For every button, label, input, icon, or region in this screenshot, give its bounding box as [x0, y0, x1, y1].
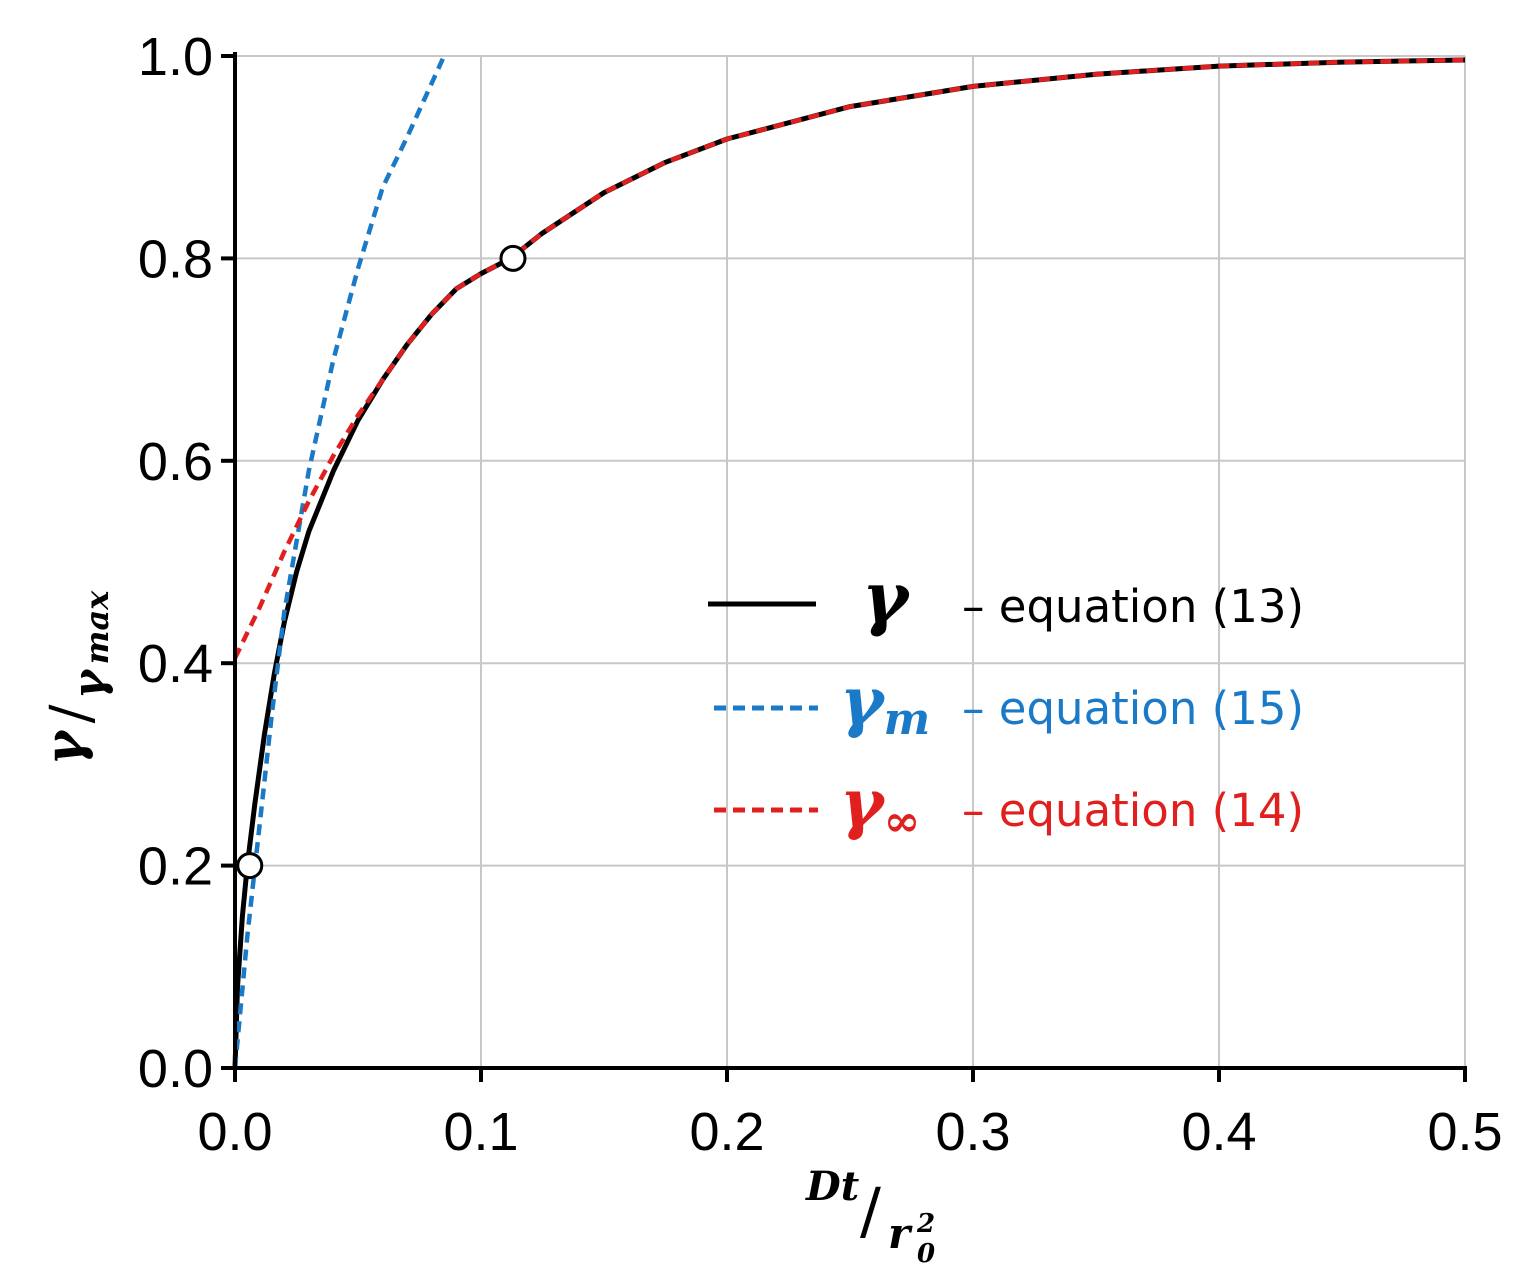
legend-symbol-eq14: γ [840, 764, 887, 842]
y-tick-label: 1.0 [138, 27, 213, 87]
point-marker-0 [236, 852, 264, 880]
markers [236, 244, 527, 880]
legend-subscript-eq14: ∞ [884, 796, 921, 847]
legend-entry-eq14: γ∞ – equation (14) [714, 764, 1304, 847]
svg-text:γ / γ max: γ / γ max [34, 590, 116, 766]
x-tick-label: 0.4 [1181, 1102, 1256, 1162]
legend-entry-eq15: γm – equation (15) [714, 662, 1304, 745]
legend-label-eq15: – equation (15) [962, 682, 1304, 735]
ylabel-numerator: γ [34, 728, 95, 765]
series-line-0 [232, 57, 1466, 1069]
y-tick-label: 0.6 [138, 432, 213, 492]
axes [233, 52, 1467, 1070]
xlabel-denominator-sup: 2 [916, 1209, 935, 1239]
x-tick-label: 0.5 [1427, 1102, 1502, 1162]
xlabel-numerator: Dt [805, 1163, 860, 1210]
xlabel-denominator: r [888, 1209, 913, 1258]
legend-label-eq13: – equation (13) [962, 580, 1304, 633]
y-axis-label: γ / γ max [34, 590, 116, 766]
xlabel-denominator-sub: 0 [917, 1239, 935, 1269]
x-axis-label: Dt / r 2 0 [805, 1163, 935, 1269]
series-line-1 [232, 55, 447, 1069]
series-line-2 [232, 57, 1466, 660]
x-tick-label: 0.1 [443, 1102, 518, 1162]
legend-entry-eq13: γ – equation (13) [708, 556, 1304, 639]
legend-subscript-eq15: m [884, 694, 931, 745]
ylabel-denominator-sub: max [78, 590, 116, 665]
x-tick-label: 0.2 [689, 1102, 764, 1162]
legend-label-eq14: – equation (14) [962, 784, 1304, 837]
grid [235, 55, 1466, 1068]
xlabel-slash: / [860, 1174, 881, 1247]
svg-text:γm: γm [840, 662, 930, 745]
legend-symbol-eq13: γ [862, 556, 911, 639]
y-tick-label: 0.0 [138, 1039, 213, 1099]
x-tick-label: 0.3 [935, 1102, 1010, 1162]
ticks: 0.0 0.1 0.2 0.3 0.4 0.5 0.0 0.2 0.4 0.6 0.8 1.0 [138, 27, 1503, 1162]
legend: γ – equation (13) γm – equation (15) γ∞ … [708, 556, 1304, 847]
y-tick-label: 0.4 [138, 634, 213, 694]
svg-text:γ∞: γ∞ [840, 764, 920, 847]
ylabel-slash: / [39, 704, 104, 723]
ylabel-denominator: γ [64, 668, 115, 699]
point-marker-1 [499, 244, 527, 272]
y-tick-label: 0.8 [138, 229, 213, 289]
x-tick-label: 0.0 [197, 1102, 272, 1162]
series-layer [232, 55, 1466, 1069]
y-tick-label: 0.2 [138, 837, 213, 897]
legend-symbol-eq15: γ [840, 662, 887, 740]
